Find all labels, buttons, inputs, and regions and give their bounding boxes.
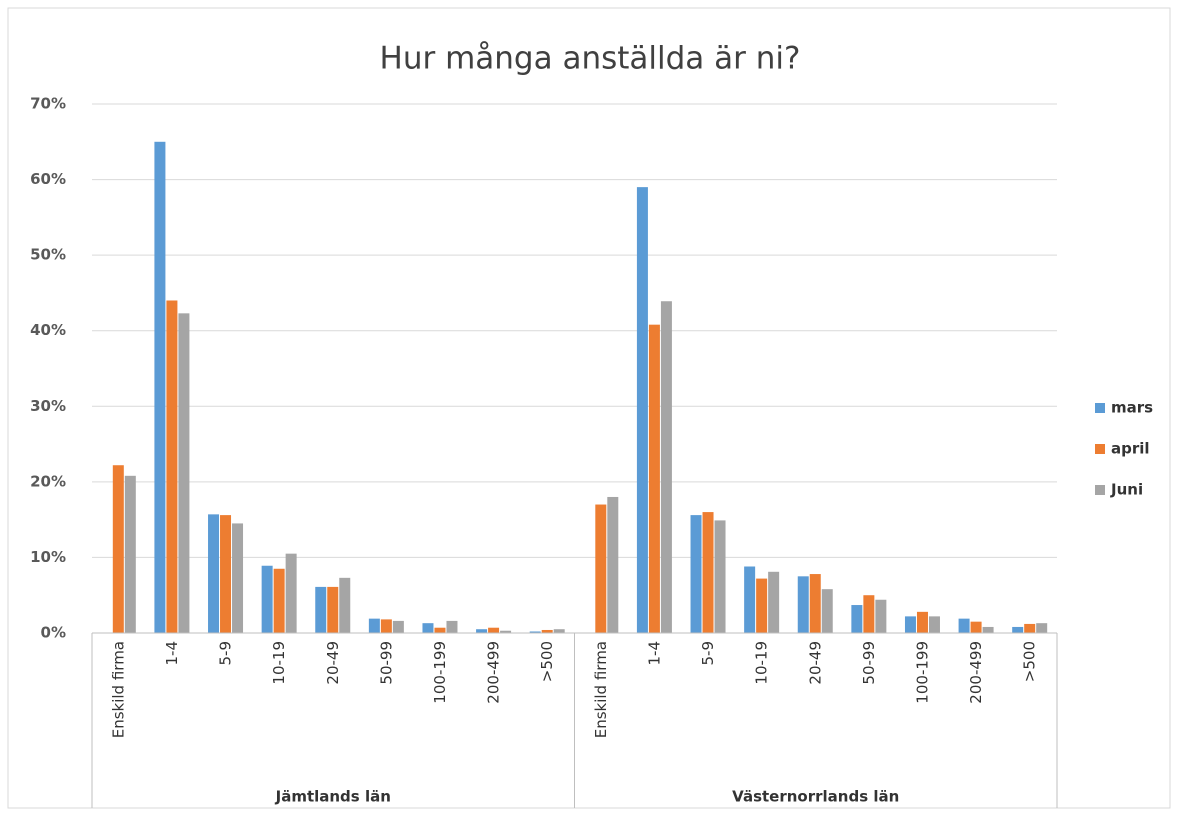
- x-tick-label: 10-19: [753, 641, 771, 685]
- x-tick-label: 20-49: [806, 641, 824, 685]
- bar: [529, 631, 541, 633]
- bar: [863, 595, 875, 633]
- bar: [636, 187, 648, 633]
- bar: [327, 586, 339, 633]
- bar: [154, 141, 166, 634]
- y-tick-label: 20%: [30, 472, 66, 490]
- bar: [434, 627, 446, 633]
- bar: [660, 301, 672, 633]
- group-label: Västernorrlands län: [732, 788, 899, 806]
- x-tick-label: >500: [1021, 641, 1039, 682]
- bar: [982, 626, 994, 633]
- bar: [928, 616, 940, 633]
- bar: [232, 523, 244, 633]
- bar: [809, 574, 821, 633]
- bar: [768, 571, 780, 633]
- x-tick-label: 1-4: [163, 641, 181, 666]
- bar: [595, 504, 607, 633]
- x-tick-label: 200-499: [485, 641, 503, 704]
- bar: [112, 465, 124, 633]
- bar: [446, 620, 458, 633]
- bar: [273, 568, 285, 633]
- bar: [500, 630, 512, 633]
- bar: [744, 566, 756, 633]
- x-tick-label: 200-499: [967, 641, 985, 704]
- legend-label: Juni: [1110, 481, 1143, 499]
- bar: [339, 577, 351, 633]
- bar: [541, 629, 553, 633]
- legend-swatch: [1095, 444, 1105, 454]
- bar: [220, 515, 232, 633]
- bar: [756, 578, 768, 633]
- x-tick-label: 100-199: [913, 641, 931, 704]
- y-tick-label: 0%: [41, 624, 66, 642]
- bar: [851, 605, 863, 633]
- bar: [702, 512, 714, 633]
- x-tick-label: 10-19: [270, 641, 288, 685]
- bar: [315, 586, 327, 633]
- bar: [166, 300, 178, 633]
- bar: [821, 589, 833, 633]
- bar: [208, 514, 220, 633]
- bar: [1036, 623, 1048, 633]
- bar: [607, 496, 619, 633]
- bar: [261, 565, 273, 633]
- bar: [476, 629, 488, 633]
- bar: [714, 520, 726, 633]
- bar: [178, 313, 190, 633]
- bar: [422, 623, 434, 633]
- bar: [690, 515, 702, 633]
- x-tick-label: >500: [538, 641, 556, 682]
- x-tick-label: Enskild firma: [592, 641, 610, 738]
- x-tick-label: 100-199: [431, 641, 449, 704]
- x-tick-label: 5-9: [699, 641, 717, 666]
- bar: [970, 621, 982, 633]
- legend-swatch: [1095, 403, 1105, 413]
- bar: [797, 576, 809, 633]
- y-tick-label: 30%: [30, 397, 66, 415]
- bar: [553, 629, 565, 633]
- bar: [1024, 623, 1036, 633]
- x-tick-label: 1-4: [645, 641, 663, 666]
- x-tick-label: 50-99: [377, 641, 395, 685]
- legend-label: april: [1111, 440, 1150, 458]
- bar: [368, 618, 380, 633]
- legend-label: mars: [1111, 399, 1153, 417]
- bar: [904, 616, 916, 633]
- bar: [648, 324, 660, 633]
- bar: [958, 618, 970, 633]
- chart-title: Hur många anställda är ni?: [380, 41, 801, 77]
- legend-swatch: [1095, 485, 1105, 495]
- x-tick-label: 5-9: [217, 641, 235, 666]
- x-tick-label: 20-49: [324, 641, 342, 685]
- bar: [124, 475, 136, 633]
- bar: [916, 611, 928, 633]
- bar: [392, 620, 404, 633]
- x-tick-label: 50-99: [860, 641, 878, 685]
- y-tick-label: 40%: [30, 321, 66, 339]
- y-tick-label: 50%: [30, 246, 66, 264]
- bar: [1012, 626, 1024, 633]
- bar: [285, 553, 297, 633]
- chart-border: [7, 7, 1171, 809]
- y-tick-label: 10%: [30, 548, 66, 566]
- x-tick-label: Enskild firma: [109, 641, 127, 738]
- group-label: Jämtlands län: [275, 788, 391, 806]
- y-tick-label: 60%: [30, 170, 66, 188]
- bar: [488, 627, 500, 633]
- y-tick-label: 70%: [30, 95, 66, 113]
- bar: [875, 599, 887, 633]
- bar: [380, 619, 392, 633]
